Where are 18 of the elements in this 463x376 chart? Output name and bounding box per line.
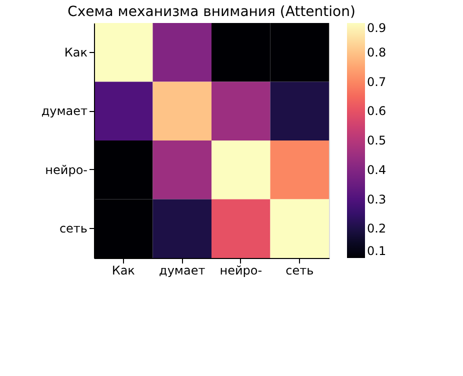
y-tick-label: сеть (59, 222, 88, 236)
color-bar-label: 0.2 (367, 222, 386, 236)
y-tick-label: Как (64, 45, 88, 60)
chart-title: Схема механизма внимания (Attention) (68, 4, 356, 20)
color-bar-label: 0.3 (367, 192, 386, 206)
color-bar-label: 0.8 (367, 45, 386, 60)
color-bar-label: 0.4 (367, 162, 386, 177)
color-bar-label: 0.9 (367, 21, 386, 35)
color-bar-label: 0.1 (367, 244, 386, 258)
x-tick-label: Как (112, 264, 135, 278)
x-tick-label: сеть (286, 264, 314, 278)
color-bar-label: 0.6 (367, 104, 386, 118)
x-tick-label: нейро- (220, 264, 262, 278)
x-tick-label: думает (159, 264, 206, 278)
color-bar-label: 0.7 (367, 74, 386, 89)
y-tick-label: думает (41, 104, 88, 118)
y-tick-label: нейро- (45, 162, 88, 177)
color-bar-label: 0.5 (367, 134, 386, 148)
